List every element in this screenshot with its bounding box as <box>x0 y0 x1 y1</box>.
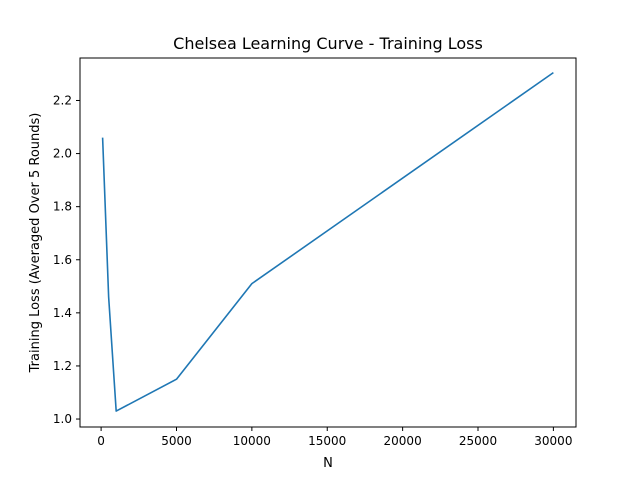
x-axis-label: N <box>323 456 333 471</box>
x-tick-label: 30000 <box>534 434 572 448</box>
ticks-layer: 0 5000 10000 15000 20000 25000 30000 1.0 1.2 1.4 1… <box>53 93 573 448</box>
x-tick-label: 25000 <box>459 434 497 448</box>
x-tick-label: 15000 <box>308 434 346 448</box>
y-tick-label: 1.2 <box>53 359 72 373</box>
y-tick-label: 1.8 <box>53 200 72 214</box>
x-tick-label: 20000 <box>384 434 422 448</box>
plot-area <box>80 58 576 427</box>
x-tick-label: 0 <box>97 434 105 448</box>
y-tick-label: 1.4 <box>53 306 72 320</box>
y-tick-label: 1.0 <box>53 412 72 426</box>
y-tick-label: 2.0 <box>53 147 72 161</box>
plot-frame <box>79 57 577 428</box>
series-line-0 <box>101 71 554 412</box>
y-axis-label: Training Loss (Averaged Over 5 Rounds) <box>28 113 43 374</box>
x-tick-label: 10000 <box>233 434 271 448</box>
series-layer <box>101 71 554 412</box>
y-tick-label: 1.6 <box>53 253 72 267</box>
y-tick-label: 2.2 <box>53 93 72 107</box>
chart-title: Chelsea Learning Curve - Training Loss <box>173 34 483 53</box>
x-tick-label: 5000 <box>161 434 192 448</box>
